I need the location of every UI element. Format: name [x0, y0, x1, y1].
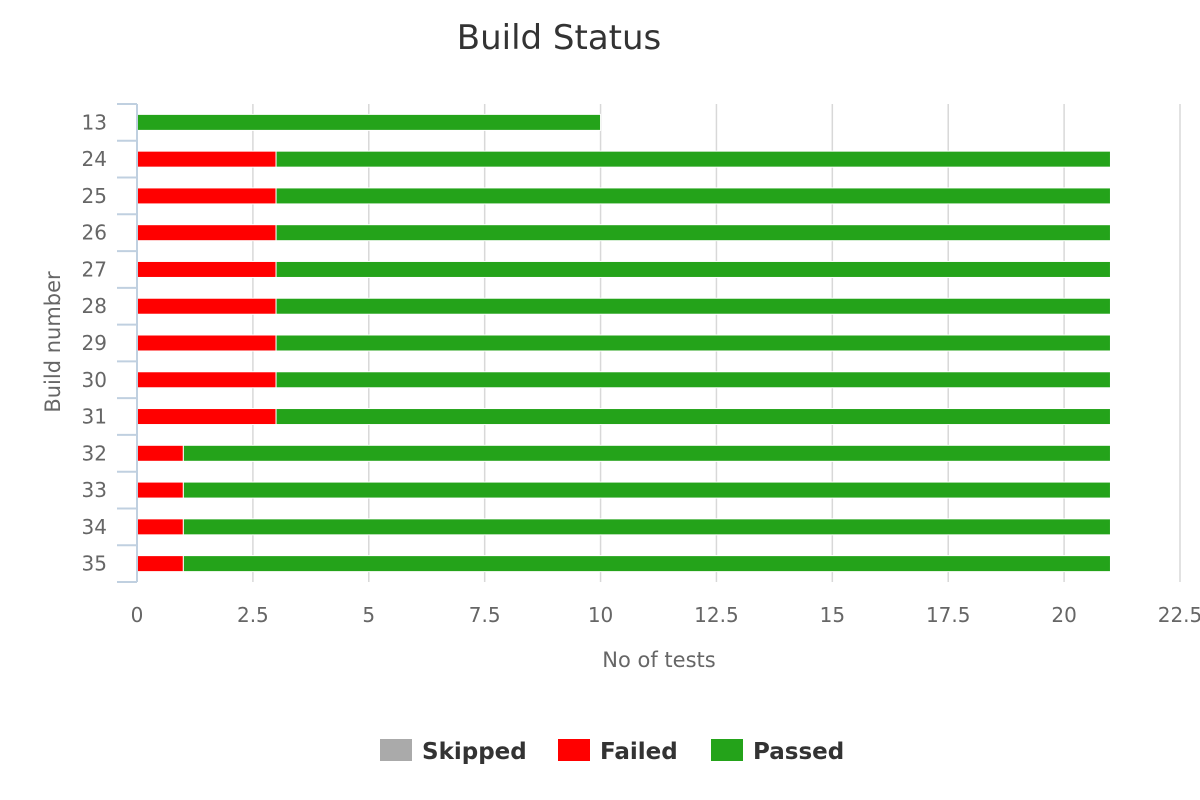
legend-label: Skipped	[422, 739, 527, 765]
bar-passed-34[interactable]	[182, 518, 1111, 536]
y-tick-label: 28	[82, 294, 107, 318]
bar-failed-24[interactable]	[136, 150, 277, 168]
bar-failed-26[interactable]	[136, 224, 277, 242]
y-axis-title: Build number	[41, 271, 65, 413]
bar-failed-34[interactable]	[136, 518, 184, 536]
x-tick-label: 20	[1051, 603, 1076, 627]
bar-passed-26[interactable]	[275, 224, 1111, 242]
legend-swatch	[380, 739, 412, 761]
x-tick-label: 10	[588, 603, 613, 627]
bar-passed-28[interactable]	[275, 297, 1111, 315]
bar-passed-32[interactable]	[182, 444, 1111, 462]
bar-passed-29[interactable]	[275, 334, 1111, 352]
bar-passed-35[interactable]	[182, 555, 1111, 573]
y-tick-label: 30	[82, 368, 107, 392]
bar-passed-13[interactable]	[136, 113, 602, 131]
chart-title: Build Status	[457, 18, 662, 58]
y-tick-label: 26	[82, 221, 107, 245]
bar-passed-25[interactable]	[275, 187, 1111, 205]
x-tick-label: 22.5	[1158, 603, 1200, 627]
legend[interactable]: Skipped Failed Passed	[380, 739, 844, 765]
bar-passed-31[interactable]	[275, 408, 1111, 426]
bar-failed-28[interactable]	[136, 297, 277, 315]
y-tick-label: 33	[82, 478, 107, 502]
bar-failed-25[interactable]	[136, 187, 277, 205]
legend-item-skipped[interactable]: Skipped	[380, 739, 527, 765]
x-tick-label: 5	[362, 603, 375, 627]
legend-swatch	[711, 739, 743, 761]
bar-failed-30[interactable]	[136, 371, 277, 389]
y-tick-label: 31	[82, 405, 107, 429]
bar-passed-24[interactable]	[275, 150, 1111, 168]
x-axis-title: No of tests	[602, 648, 715, 672]
legend-swatch	[558, 739, 590, 761]
legend-label: Passed	[753, 739, 844, 765]
legend-label: Failed	[600, 739, 678, 765]
bar-failed-31[interactable]	[136, 408, 277, 426]
y-tick-label: 24	[82, 147, 107, 171]
x-tick-label: 17.5	[926, 603, 971, 627]
legend-item-passed[interactable]: Passed	[711, 739, 844, 765]
bar-failed-27[interactable]	[136, 260, 277, 278]
bar-passed-33[interactable]	[182, 481, 1111, 499]
y-tick-label: 29	[82, 331, 107, 355]
y-tick-label: 32	[82, 441, 107, 465]
bar-failed-32[interactable]	[136, 444, 184, 462]
axes: 0 2.5 5 7.5 10 12.5 15 17.5 20 22.5 13 24 25 26 27 28 29…	[82, 103, 1200, 627]
bars	[136, 113, 1111, 573]
bar-passed-30[interactable]	[275, 371, 1111, 389]
x-tick-label: 7.5	[469, 603, 501, 627]
y-tick-label: 34	[82, 515, 107, 539]
bar-passed-27[interactable]	[275, 260, 1111, 278]
legend-item-failed[interactable]: Failed	[558, 739, 678, 765]
y-tick-label: 35	[82, 552, 107, 576]
x-tick-label: 0	[131, 603, 144, 627]
x-tick-label: 15	[820, 603, 845, 627]
bar-failed-33[interactable]	[136, 481, 184, 499]
bar-failed-35[interactable]	[136, 555, 184, 573]
x-tick-label: 2.5	[237, 603, 269, 627]
bar-failed-29[interactable]	[136, 334, 277, 352]
y-tick-label: 25	[82, 184, 107, 208]
x-tick-label: 12.5	[694, 603, 739, 627]
y-tick-label: 27	[82, 257, 107, 281]
y-tick-label: 13	[82, 110, 107, 134]
